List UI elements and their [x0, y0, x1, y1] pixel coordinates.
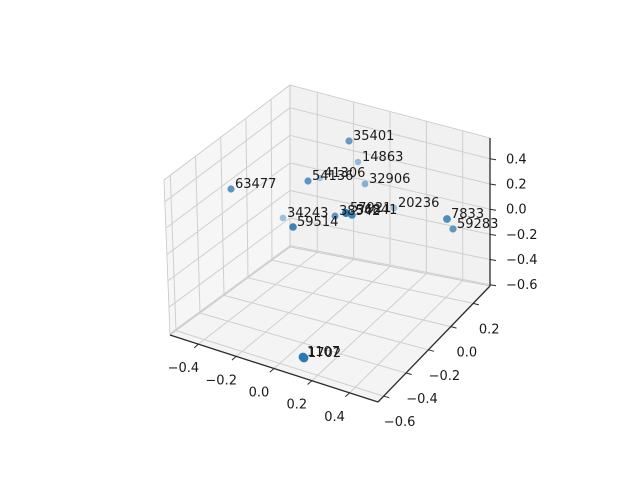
z-tick-label: −0.6 [506, 278, 538, 293]
z-tick-label: 0.0 [506, 203, 527, 218]
y-tick-label: −0.2 [429, 369, 461, 384]
grid-line-z-left [166, 162, 291, 255]
point-label: 36841 [356, 203, 397, 218]
z-tick-label: −0.4 [506, 253, 538, 268]
point-label: 34243 [287, 206, 328, 221]
scatter-point [390, 204, 398, 212]
x-tick-label: 0.0 [249, 386, 270, 401]
point-label: 35401 [353, 129, 394, 144]
grid-line-x-floor [235, 259, 354, 357]
x-tick-mark [345, 392, 350, 398]
point-label: 59514 [297, 215, 338, 230]
point-label: 54136 [312, 169, 353, 184]
point-label: 41306 [324, 166, 365, 181]
scatter-point [304, 177, 312, 185]
scatter-point [449, 225, 457, 233]
scatter-point [289, 223, 297, 231]
y-tick-mark [428, 349, 435, 352]
x-tick-mark [269, 368, 275, 373]
point-label: 14863 [362, 150, 403, 165]
scatter-point [348, 211, 356, 219]
grid-line-y-floor [271, 259, 474, 304]
y-axis-spine [377, 285, 491, 403]
grid-line-z-right [289, 217, 491, 260]
grid-line-x-floor [349, 280, 464, 394]
grid-line-z-left [167, 190, 291, 282]
grid-line-y-wall [270, 99, 273, 261]
point-label: 63477 [235, 177, 276, 192]
grid-line-y-floor [199, 312, 407, 374]
grid-line-y-wall [245, 118, 249, 278]
z-tick-mark [489, 158, 497, 161]
grid-line-y-wall [169, 175, 177, 331]
z-tick-mark [489, 208, 497, 211]
x-tick-label: −0.2 [205, 373, 237, 388]
scatter-point [227, 185, 235, 193]
grid-line-y-wall [220, 137, 225, 296]
grid-line-z-left [168, 217, 291, 308]
scatter-point [342, 209, 350, 217]
grid-line-z-right [289, 245, 491, 286]
grid-line-x-floor [311, 273, 427, 382]
x-tick-mark [193, 343, 199, 349]
grid-line-z-left [165, 134, 291, 229]
y-tick-label: 0.0 [456, 346, 477, 361]
z-tick-label: 0.4 [506, 152, 527, 167]
y-tick-mark [405, 372, 412, 375]
x-tick-mark [231, 355, 237, 361]
point-label: 20236 [398, 196, 439, 211]
scatter-point [443, 215, 451, 223]
y-tick-label: −0.4 [406, 392, 438, 407]
x-tick-label: 0.4 [324, 410, 345, 425]
scatter-point [361, 180, 369, 188]
scatter-point [316, 174, 324, 182]
grid-line-z-left [164, 107, 291, 203]
x-tick-label: −0.4 [168, 361, 200, 376]
point-label: 7833 [451, 207, 484, 222]
grid-line-x-floor [273, 266, 391, 369]
y-tick-mark [473, 302, 480, 306]
x-tick-label: 0.2 [286, 398, 307, 413]
grid-line-z-right [289, 190, 491, 235]
z-tick-mark [489, 183, 497, 186]
z-tick-mark [489, 284, 497, 287]
scatter-point [331, 212, 339, 220]
x-tick-mark [307, 380, 313, 385]
z-tick-label: 0.2 [506, 178, 527, 193]
scatter-point [279, 214, 287, 222]
grid-line-z-left [169, 245, 291, 335]
point-label: 57921 [350, 201, 391, 216]
point-label: 59283 [457, 217, 498, 232]
grid-line-z-right [289, 134, 491, 185]
z-tick-mark [489, 233, 497, 236]
grid-line-z-right [289, 162, 491, 210]
z-tick-label: −0.2 [506, 228, 538, 243]
point-label: 32906 [369, 172, 410, 187]
y-tick-mark [450, 326, 457, 329]
point-label: 1702 [308, 346, 341, 361]
grid-line-y-wall [195, 156, 201, 314]
grid-line-y-floor [223, 294, 429, 351]
z-tick-mark [489, 259, 497, 261]
grid-line-y-floor [175, 330, 384, 397]
y-tick-label: 0.2 [479, 322, 500, 337]
grid-line-x-floor [198, 251, 318, 345]
scatter-point [298, 352, 308, 362]
point-label: 1107 [307, 345, 340, 360]
grid-line-z-right [289, 107, 491, 160]
grid-line-y-floor [247, 277, 451, 328]
y-tick-mark [383, 395, 390, 399]
scatter-point [354, 158, 362, 166]
point-label: 38542 [339, 204, 380, 219]
y-tick-label: −0.6 [384, 415, 416, 430]
scatter-point [345, 137, 353, 145]
